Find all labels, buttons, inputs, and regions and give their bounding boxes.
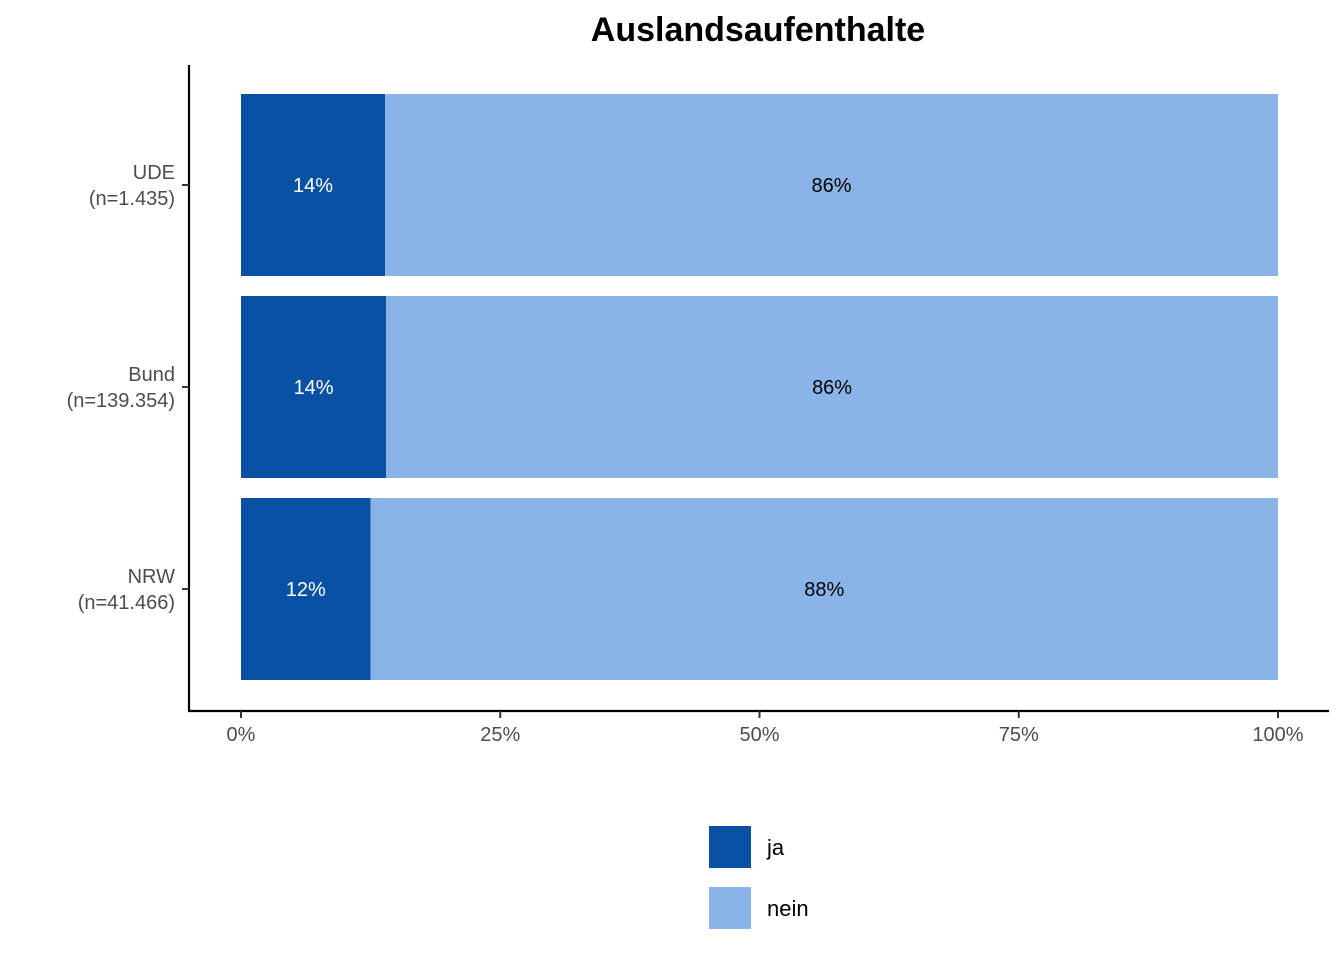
bar-label-ja-nrw: 12%	[286, 579, 326, 601]
x-tick-label-3: 75%	[999, 724, 1039, 746]
axes-layer: 0% 25% 50% 75% 100% UDE (n=1.435) Bund (n=139.35…	[67, 65, 1329, 746]
legend-swatch-nein	[709, 887, 751, 929]
x-tick-label-1: 25%	[480, 724, 520, 746]
y-tick-label-nrw: NRW	[128, 566, 176, 588]
legend-label-ja: ja	[766, 835, 785, 860]
x-tick-label-4: 100%	[1252, 724, 1303, 746]
bar-nein-ude	[385, 94, 1278, 276]
bar-label-ja-bund: 14%	[294, 377, 334, 399]
y-tick-label-ude: UDE	[133, 162, 175, 184]
legend-swatch-ja	[709, 826, 751, 868]
chart-title: Auslandsaufenthalte	[591, 11, 925, 49]
y-tick-label-bund: Bund	[128, 364, 175, 386]
legend-label-nein: nein	[767, 896, 809, 921]
bar-label-nein-bund: 86%	[812, 377, 852, 399]
legend: ja nein	[709, 826, 809, 929]
x-tick-label-0: 0%	[227, 724, 256, 746]
bars-layer: 14% 86% 14% 86% 12% 88%	[241, 94, 1278, 680]
bar-label-nein-nrw: 88%	[804, 579, 844, 601]
y-tick-sublabel-bund: (n=139.354)	[67, 390, 175, 412]
x-tick-label-2: 50%	[739, 724, 779, 746]
y-tick-sublabel-ude: (n=1.435)	[89, 188, 175, 210]
bar-label-ja-ude: 14%	[293, 175, 333, 197]
bar-label-nein-ude: 86%	[812, 175, 852, 197]
bar-ja-bund	[241, 296, 387, 478]
bar-ja-nrw	[241, 498, 371, 680]
bar-ja-ude	[241, 94, 386, 276]
bar-nein-nrw	[370, 498, 1278, 680]
bar-nein-bund	[386, 296, 1278, 478]
y-tick-sublabel-nrw: (n=41.466)	[78, 592, 175, 614]
